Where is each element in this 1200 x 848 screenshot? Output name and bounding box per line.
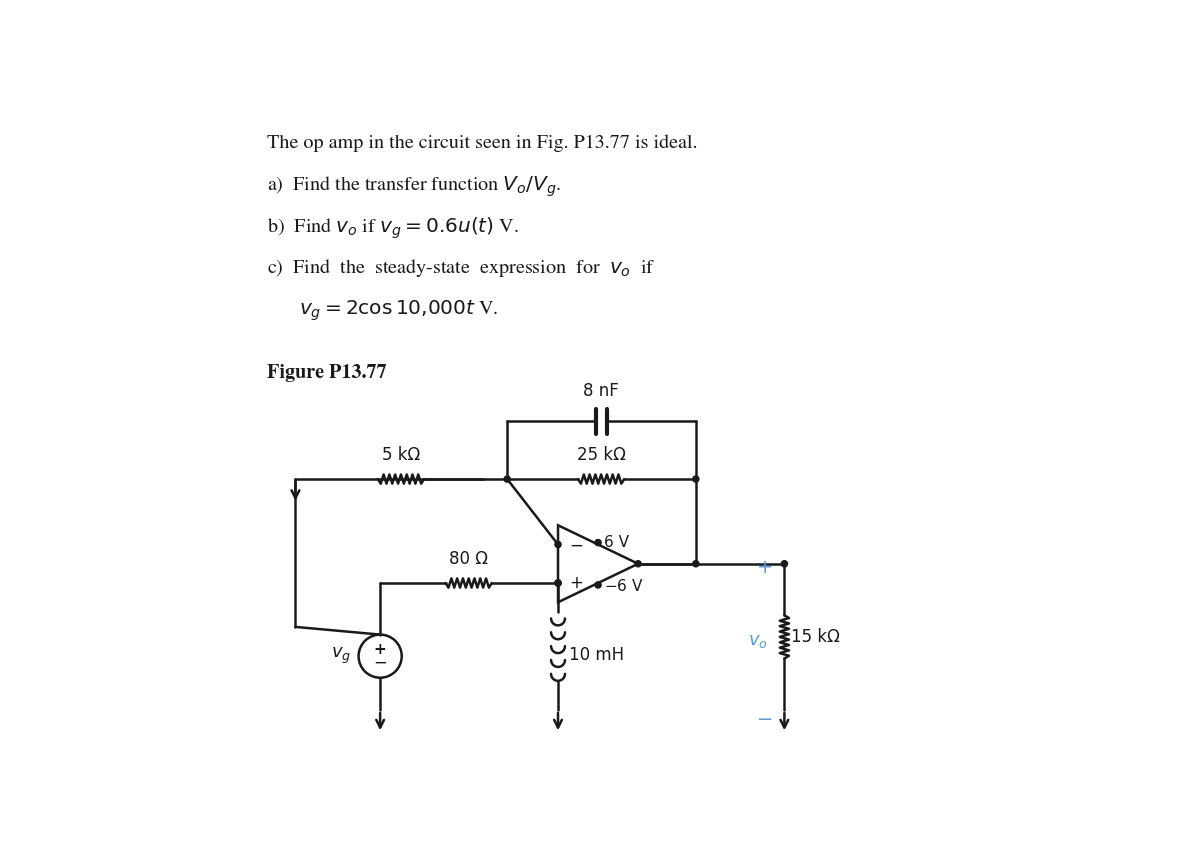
Text: +: + — [373, 643, 386, 657]
Text: 6 V: 6 V — [605, 535, 629, 550]
Text: 15 kΩ: 15 kΩ — [791, 628, 840, 646]
Circle shape — [504, 476, 510, 483]
Text: $v_g$: $v_g$ — [331, 646, 350, 667]
Text: a)  Find the transfer function $V_o/V_g$.: a) Find the transfer function $V_o/V_g$. — [266, 175, 562, 199]
Circle shape — [554, 541, 562, 548]
Circle shape — [692, 561, 698, 566]
Text: 10 mH: 10 mH — [569, 646, 624, 664]
Text: +: + — [757, 558, 774, 577]
Text: 25 kΩ: 25 kΩ — [577, 446, 625, 464]
Circle shape — [595, 539, 601, 545]
Text: 5 kΩ: 5 kΩ — [382, 446, 420, 464]
Text: −: − — [373, 654, 388, 672]
Text: $-$6 V: $-$6 V — [605, 577, 644, 594]
Circle shape — [781, 561, 787, 566]
Circle shape — [554, 580, 562, 586]
Text: $v_o$: $v_o$ — [748, 632, 768, 650]
Text: $v_g = 2\cos 10{,}000t$ V.: $v_g = 2\cos 10{,}000t$ V. — [299, 298, 499, 322]
Text: $+$: $+$ — [569, 574, 583, 592]
Text: The op amp in the circuit seen in Fig. P13.77 is ideal.: The op amp in the circuit seen in Fig. P… — [266, 134, 697, 152]
Text: 8 nF: 8 nF — [583, 382, 619, 399]
Text: −: − — [757, 710, 774, 728]
Circle shape — [595, 582, 601, 588]
Text: Figure P13.77: Figure P13.77 — [266, 364, 386, 382]
Text: c)  Find  the  steady-state  expression  for  $v_o$  if: c) Find the steady-state expression for … — [266, 257, 655, 278]
Circle shape — [554, 580, 562, 586]
Text: $-$: $-$ — [569, 535, 583, 554]
Circle shape — [692, 476, 698, 483]
Text: b)  Find $v_o$ if $v_g = 0.6u(t)$ V.: b) Find $v_o$ if $v_g = 0.6u(t)$ V. — [266, 215, 518, 241]
Text: 80 Ω: 80 Ω — [449, 550, 488, 567]
Circle shape — [635, 561, 641, 566]
